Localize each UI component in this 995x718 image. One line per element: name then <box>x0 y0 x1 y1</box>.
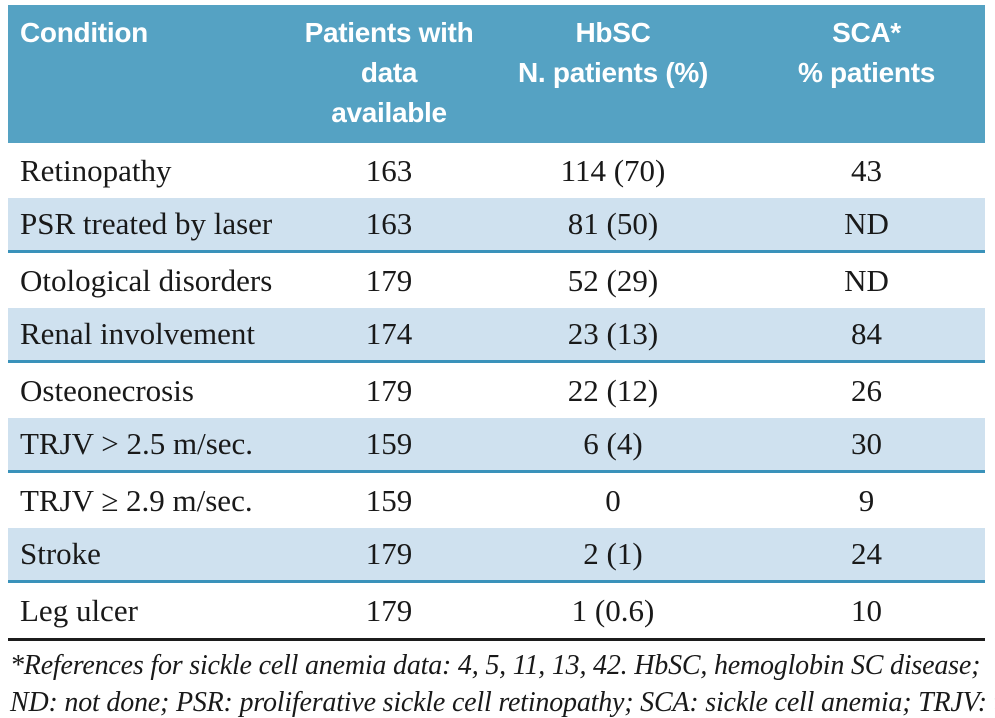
hbsc-cell: 81 (50) <box>567 206 659 241</box>
condition-cell: PSR treated by laser <box>20 206 273 241</box>
patients-with-data-cell: 159 <box>365 426 413 461</box>
patients-with-data-cell: 179 <box>365 372 413 408</box>
hbsc-cell: 0 <box>605 482 621 518</box>
sca-cell: 10 <box>851 592 882 628</box>
footnote-rule <box>8 638 985 641</box>
header-condition: Condition <box>8 13 300 133</box>
table-row: TRJV > 2.5 m/sec. 159 6 (4) 30 <box>8 418 985 473</box>
hbsc-cell: 52 (29) <box>567 262 659 298</box>
condition-cell: Retinopathy <box>20 152 172 188</box>
header-patients-line1: Patients with <box>304 17 474 48</box>
hbsc-cell: 2 (1) <box>583 536 643 571</box>
footnote-line: ND: not done; PSR: proliferative sickle … <box>10 687 995 718</box>
table-row: Renal involvement 174 23 (13) 84 <box>8 308 985 363</box>
patients-with-data-cell: 163 <box>365 152 413 188</box>
footnote: *References for sickle cell anemia data:… <box>8 641 995 718</box>
table-row: TRJV ≥ 2.9 m/sec. 159 0 9 <box>8 473 985 528</box>
table-header-row: Condition Patients with data available H… <box>8 5 985 143</box>
header-hbsc-line2: N. patients (%) <box>518 57 708 88</box>
sca-cell: 9 <box>858 482 875 518</box>
patients-with-data-cell: 163 <box>365 206 413 241</box>
table-row: Osteonecrosis 179 22 (12) 26 <box>8 363 985 418</box>
table-row: Stroke 179 2 (1) 24 <box>8 528 985 583</box>
sca-cell: 30 <box>851 426 882 461</box>
sca-cell: 43 <box>851 152 882 188</box>
patients-with-data-cell: 159 <box>365 482 413 518</box>
table-row: Leg ulcer 179 1 (0.6) 10 <box>8 583 985 638</box>
hbsc-cell: 114 (70) <box>560 152 666 188</box>
header-sca-line1: SCA* <box>832 17 901 48</box>
sca-cell: 24 <box>851 536 882 571</box>
table-row: Retinopathy 163 114 (70) 43 <box>8 143 985 198</box>
hbsc-cell: 1 (0.6) <box>571 592 655 628</box>
condition-cell: Stroke <box>20 536 101 571</box>
patients-with-data-cell: 179 <box>365 592 413 628</box>
header-patients-line2: data available <box>331 57 447 128</box>
table-row: PSR treated by laser 163 81 (50) ND <box>8 198 985 253</box>
header-hbsc: HbSC N. patients (%) <box>478 13 748 133</box>
header-sca: SCA* % patients <box>748 13 985 133</box>
hbsc-cell: 6 (4) <box>583 426 643 461</box>
patients-with-data-cell: 179 <box>365 262 413 298</box>
condition-cell: TRJV > 2.5 m/sec. <box>20 426 254 461</box>
patients-with-data-cell: 174 <box>365 316 413 351</box>
footnote-line: *References for sickle cell anemia data:… <box>10 650 981 681</box>
condition-cell: Leg ulcer <box>20 592 138 628</box>
hbsc-cell: 23 (13) <box>567 316 659 351</box>
condition-cell: Osteonecrosis <box>20 372 194 408</box>
header-patients-with-data: Patients with data available <box>300 13 478 133</box>
header-hbsc-line1: HbSC <box>575 17 651 48</box>
complications-prevalence-table: Condition Patients with data available H… <box>8 5 995 718</box>
condition-cell: Otological disorders <box>20 262 273 298</box>
sca-cell: ND <box>844 262 889 298</box>
sca-cell: 26 <box>851 372 882 408</box>
condition-cell: TRJV ≥ 2.9 m/sec. <box>20 482 253 518</box>
header-condition-label: Condition <box>20 17 148 48</box>
table-row: Otological disorders 179 52 (29) ND <box>8 253 985 308</box>
condition-cell: Renal involvement <box>20 316 256 351</box>
sca-cell: 84 <box>851 316 882 351</box>
patients-with-data-cell: 179 <box>365 536 413 571</box>
header-sca-line2: % patients <box>797 57 936 88</box>
hbsc-cell: 22 (12) <box>567 372 659 408</box>
sca-cell: ND <box>844 206 889 241</box>
